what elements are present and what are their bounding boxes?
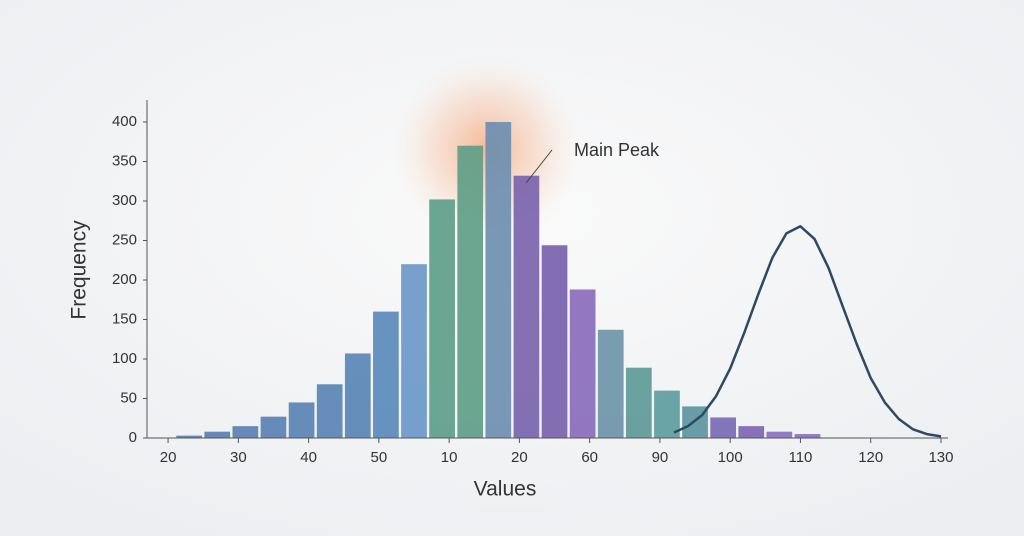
- x-tick-label: 90: [652, 449, 669, 466]
- histogram-bar: [569, 289, 596, 438]
- y-tick-label: 300: [112, 192, 137, 209]
- y-tick-label: 350: [112, 152, 137, 169]
- y-tick-label: 250: [112, 231, 137, 248]
- histogram-bar: [766, 431, 793, 438]
- histogram-bar: [738, 426, 765, 438]
- y-tick-label: 200: [112, 271, 137, 288]
- y-tick-label: 0: [129, 429, 137, 446]
- histogram-bar: [457, 145, 484, 438]
- y-tick-label: 400: [112, 113, 137, 130]
- y-axis-title: Frequency: [68, 220, 91, 320]
- histogram-bar: [710, 417, 737, 438]
- histogram-bar: [260, 416, 287, 438]
- x-tick-label: 130: [928, 449, 953, 466]
- histogram-bar: [316, 384, 343, 438]
- histogram-bar: [373, 311, 399, 438]
- x-tick-label: 50: [371, 449, 388, 466]
- histogram-bar: [541, 245, 568, 438]
- histogram-bar: [625, 367, 652, 438]
- x-tick-label: 100: [718, 449, 743, 466]
- x-tick-label: 60: [581, 449, 598, 466]
- x-tick-label: 120: [858, 449, 883, 466]
- annotation-leader: [525, 149, 553, 184]
- y-tick-label: 50: [120, 389, 137, 406]
- x-tick-label: 40: [300, 449, 317, 466]
- annotation: Main Peak: [574, 140, 660, 160]
- histogram-bar: [176, 435, 203, 438]
- histogram-bar: [344, 353, 371, 438]
- x-tick-label: 10: [441, 449, 458, 466]
- histogram-bar: [232, 426, 259, 438]
- histogram-bar: [513, 175, 540, 438]
- histogram-bar: [429, 199, 455, 438]
- histogram-bar: [654, 390, 680, 438]
- x-tick-label: 20: [160, 449, 177, 466]
- y-tick-label: 100: [112, 350, 137, 367]
- x-tick-label: 20: [511, 449, 528, 466]
- histogram-bar: [597, 329, 624, 438]
- x-axis-title: Values: [474, 478, 537, 501]
- x-tick-label: 30: [230, 449, 247, 466]
- y-tick-label: 150: [112, 310, 137, 327]
- histogram-bar: [794, 434, 821, 438]
- x-tick-label: 110: [788, 449, 812, 466]
- plot-area: [176, 122, 942, 438]
- histogram-bar: [485, 122, 512, 438]
- histogram-bar: [288, 402, 315, 438]
- histogram-bar: [204, 431, 231, 438]
- histogram-bar: [401, 264, 427, 438]
- density-curve: [673, 225, 942, 438]
